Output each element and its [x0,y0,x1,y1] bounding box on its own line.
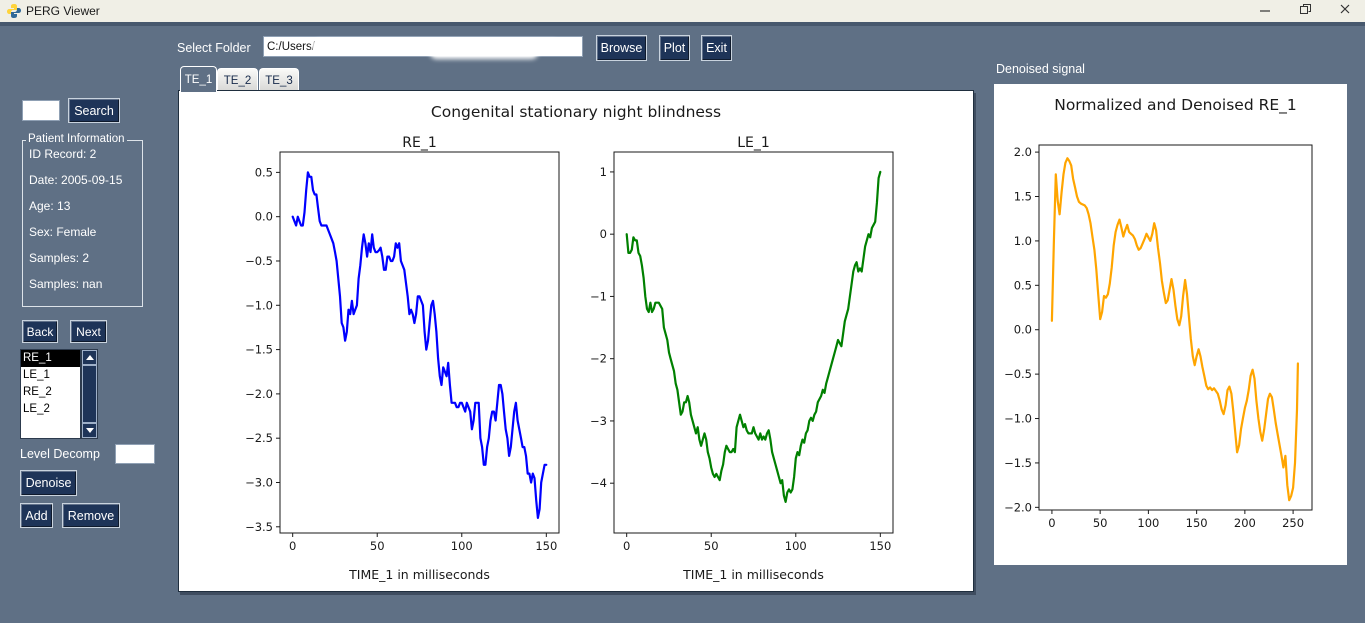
title-bar: PERG Viewer [0,0,1365,22]
patient-information-legend: Patient Information [26,133,127,145]
figure-suptitle: Congenital stationary night blindness [430,103,722,121]
list-item[interactable]: RE_2 [23,386,52,398]
window-title: PERG Viewer [26,4,100,18]
svg-text:0.5: 0.5 [255,165,273,179]
svg-text:0.0: 0.0 [255,210,273,224]
denoised-signal-label: Denoised signal [996,62,1085,76]
patient-sex: Sex: Female [29,225,97,239]
close-button[interactable] [1325,0,1365,22]
patient-samples-nan: Samples: nan [29,277,103,291]
patient-information-groupbox: ID Record: 2 Date: 2005-09-15 Age: 13 Se… [22,140,143,307]
remove-button[interactable]: Remove [62,503,120,528]
svg-text:150: 150 [1186,516,1208,530]
svg-text:−2.0: −2.0 [1004,500,1032,514]
plot-button[interactable]: Plot [659,35,690,61]
level-decomp-label: Level Decomp [20,447,100,461]
svg-text:0: 0 [600,227,607,241]
denoised-plot: 0 50 100 150 200 250 2.0 1.5 1.0 0.5 0.0 −0.5 −1.0 −1… [994,84,1347,565]
svg-text:0: 0 [289,539,296,553]
tab-te2[interactable]: TE_2 [217,68,258,92]
svg-text:150: 150 [869,539,891,553]
minimize-button[interactable] [1245,0,1285,22]
restore-icon [1299,2,1311,20]
next-button[interactable]: Next [70,320,107,343]
svg-text:0: 0 [623,539,630,553]
svg-text:Normalized and Denoised RE_1: Normalized and Denoised RE_1 [1054,96,1297,115]
exit-button[interactable]: Exit [701,35,732,61]
svg-text:150: 150 [535,539,557,553]
restore-button[interactable] [1285,0,1325,22]
svg-text:50: 50 [1093,516,1108,530]
listbox-scrollbar[interactable] [81,349,98,439]
svg-text:2.0: 2.0 [1014,145,1032,159]
svg-text:250: 250 [1282,516,1304,530]
scroll-down-button[interactable] [82,423,97,438]
svg-text:RE_1: RE_1 [402,135,436,151]
back-button[interactable]: Back [22,320,58,343]
svg-text:0.0: 0.0 [1014,323,1032,337]
svg-text:50: 50 [370,539,385,553]
search-input[interactable] [22,100,60,121]
svg-text:−2: −2 [590,352,607,366]
tab-te3[interactable]: TE_3 [259,68,299,92]
scrollbar-thumb[interactable] [82,365,97,423]
level-decomp-input[interactable] [115,444,155,464]
scroll-up-button[interactable] [82,350,97,365]
list-item[interactable]: RE_1 [21,350,80,367]
svg-text:0: 0 [1048,516,1055,530]
svg-text:−0.5: −0.5 [245,254,273,268]
close-icon [1339,2,1351,20]
patient-date: Date: 2005-09-15 [29,173,123,187]
svg-text:TIME_1 in milliseconds: TIME_1 in milliseconds [348,567,490,582]
patient-id-record: ID Record: 2 [29,147,97,161]
add-button[interactable]: Add [20,503,53,528]
patient-age: Age: 13 [29,199,71,213]
svg-text:−2.0: −2.0 [245,387,273,401]
svg-text:200: 200 [1234,516,1256,530]
svg-text:100: 100 [785,539,807,553]
svg-text:LE_1: LE_1 [737,135,770,151]
svg-text:−3.5: −3.5 [245,520,273,534]
minimize-icon [1259,2,1271,20]
svg-text:−1.0: −1.0 [245,298,273,312]
svg-text:−2.5: −2.5 [245,431,273,445]
svg-text:−4: −4 [590,476,607,490]
patient-samples: Samples: 2 [29,251,90,265]
browse-button[interactable]: Browse [596,35,647,61]
svg-text:TIME_1 in milliseconds: TIME_1 in milliseconds [682,567,824,582]
svg-text:−1.0: −1.0 [1004,412,1032,426]
svg-text:−1.5: −1.5 [245,343,273,357]
svg-text:1: 1 [600,165,607,179]
svg-text:−0.5: −0.5 [1004,367,1032,381]
re1-plot: 0 50 100 150 0.5 0.0 −0.5 −1.0 −1.5 −2.0 −2.5 −3.0 −… [200,92,580,592]
svg-text:1.0: 1.0 [1014,234,1032,248]
svg-text:50: 50 [704,539,719,553]
tab-te1[interactable]: TE_1 [180,66,217,92]
svg-text:−1: −1 [590,289,607,303]
le1-plot: 0 50 100 150 1 0 −1 −2 −3 −4 LE_1 TIME_1 in millise… [540,92,920,592]
redaction-smudge [430,46,538,59]
denoise-button[interactable]: Denoise [20,470,77,496]
arrow-up-icon [85,355,94,360]
window-frame-strip [0,22,1365,26]
svg-text:1.5: 1.5 [1014,190,1032,204]
svg-text:100: 100 [1137,516,1159,530]
search-button[interactable]: Search [68,98,120,123]
svg-text:−1.5: −1.5 [1004,456,1032,470]
arrow-down-icon [85,428,94,433]
signal-listbox[interactable]: RE_1 LE_1 RE_2 LE_2 [20,349,81,439]
svg-text:−3.0: −3.0 [245,475,273,489]
select-folder-label: Select Folder [177,41,251,55]
app-icon [6,3,22,19]
svg-text:0.5: 0.5 [1014,278,1032,292]
list-item[interactable]: LE_2 [23,403,50,415]
svg-text:100: 100 [451,539,473,553]
svg-text:−3: −3 [590,414,607,428]
list-item[interactable]: LE_1 [23,369,50,381]
